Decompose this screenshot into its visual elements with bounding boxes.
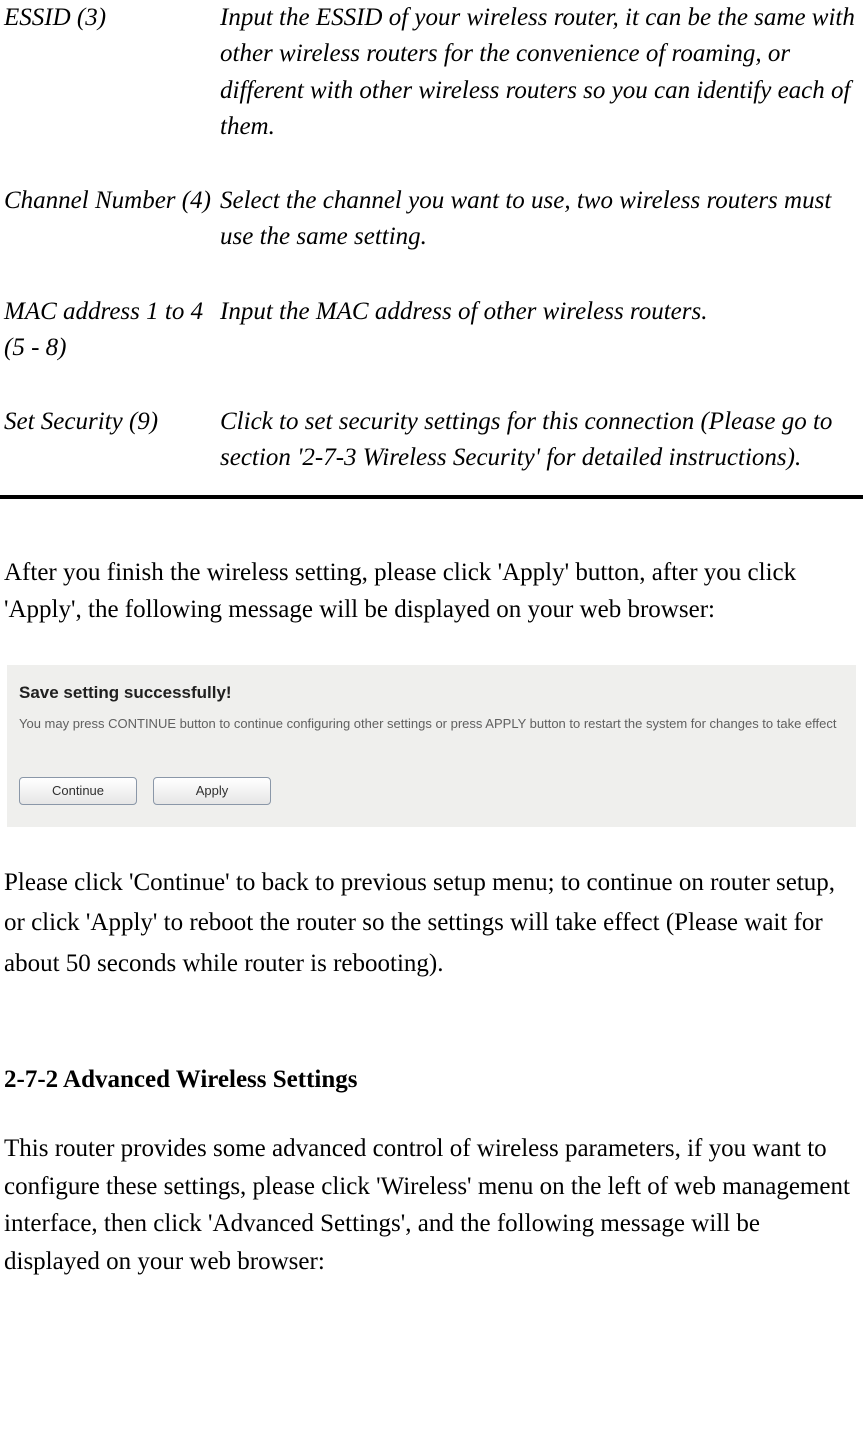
dialog-title: Save setting successfully! xyxy=(19,681,846,706)
paragraph: After you finish the wireless setting, p… xyxy=(0,554,863,629)
definition-row: Set Security (9) Click to set security s… xyxy=(4,404,859,477)
definition-description: Click to set security settings for this … xyxy=(220,404,859,477)
definition-row: MAC address 1 to 4 (5 - 8) Input the MAC… xyxy=(4,294,859,367)
definition-description: Select the channel you want to use, two … xyxy=(220,183,859,256)
dialog-button-row: Continue Apply xyxy=(19,777,846,805)
continue-button[interactable]: Continue xyxy=(19,777,137,805)
definition-description: Input the ESSID of your wireless router,… xyxy=(220,0,859,145)
definition-term: Set Security (9) xyxy=(4,404,220,477)
apply-button[interactable]: Apply xyxy=(153,777,271,805)
definition-row: Channel Number (4) Select the channel yo… xyxy=(4,183,859,256)
definition-term: ESSID (3) xyxy=(4,0,220,145)
definition-description: Input the MAC address of other wireless … xyxy=(220,294,859,367)
paragraph: This router provides some advanced contr… xyxy=(0,1130,863,1280)
definition-term: MAC address 1 to 4 (5 - 8) xyxy=(4,294,220,367)
definition-term: Channel Number (4) xyxy=(4,183,220,256)
save-confirmation-dialog: Save setting successfully! You may press… xyxy=(7,665,856,827)
section-heading: 2-7-2 Advanced Wireless Settings xyxy=(0,1062,863,1098)
definition-list: ESSID (3) Input the ESSID of your wirele… xyxy=(0,0,863,477)
section-divider xyxy=(0,495,863,499)
definition-row: ESSID (3) Input the ESSID of your wirele… xyxy=(4,0,859,145)
dialog-message: You may press CONTINUE button to continu… xyxy=(19,715,846,733)
paragraph: Please click 'Continue' to back to previ… xyxy=(0,863,863,985)
